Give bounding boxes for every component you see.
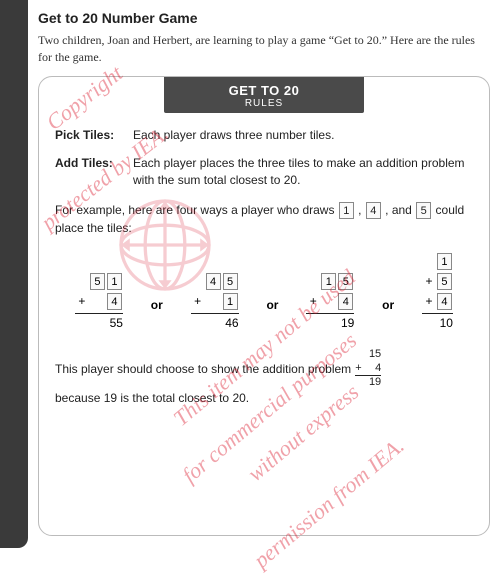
p3-bot: 4 — [338, 293, 353, 310]
p3-plus: + — [306, 294, 320, 308]
tile-1: 1 — [339, 202, 354, 219]
p1-bot: 4 — [107, 293, 122, 310]
tile-5: 5 — [416, 202, 431, 219]
or-1: or — [151, 298, 163, 330]
p2-plus: + — [191, 294, 205, 308]
ip-a: 15 — [367, 348, 381, 361]
conclusion-pre: This player should choose to show the ad… — [55, 360, 351, 378]
p1-sum: 55 — [75, 314, 123, 330]
example-sep2: , and — [385, 203, 415, 217]
rules-header-title: GET TO 20 — [164, 83, 364, 98]
or-2: or — [266, 298, 278, 330]
inline-problem: 15 +4 19 — [355, 348, 381, 389]
ip-plus: + — [355, 362, 367, 375]
problems-row: 51 +4 55 or 45 +1 46 or 15 +4 19 or — [55, 251, 473, 330]
rule-pick: Pick Tiles: Each player draws three numb… — [55, 127, 473, 144]
ip-sum: 19 — [367, 376, 381, 389]
rule-add: Add Tiles: Each player places the three … — [55, 155, 473, 189]
page-content: Get to 20 Number Game Two children, Joan… — [38, 10, 490, 536]
intro-text: Two children, Joan and Herbert, are lear… — [38, 32, 490, 66]
p1-plus: + — [75, 294, 89, 308]
p1-top-b: 1 — [107, 273, 122, 290]
rule-add-text: Each player places the three tiles to ma… — [133, 155, 473, 189]
problem-2: 45 +1 46 — [191, 271, 239, 330]
p4-plus1: + — [422, 274, 436, 288]
page-title: Get to 20 Number Game — [38, 10, 490, 26]
p4-sum: 10 — [422, 314, 453, 330]
p4-bot: 4 — [437, 293, 452, 310]
example-sep1: , — [358, 203, 365, 217]
problem-1: 51 +4 55 — [75, 271, 123, 330]
problem-4: 1 +5 +4 10 — [422, 251, 453, 330]
p1-top-a: 5 — [90, 273, 105, 290]
rules-header: GET TO 20 RULES — [164, 77, 364, 113]
rules-card: GET TO 20 RULES Pick Tiles: Each player … — [38, 76, 490, 536]
p2-top-b: 5 — [223, 273, 238, 290]
p3-sum: 19 — [306, 314, 354, 330]
p2-bot: 1 — [223, 293, 238, 310]
p3-top-b: 5 — [338, 273, 353, 290]
rule-pick-label: Pick Tiles: — [55, 127, 133, 144]
example-pre: For example, here are four ways a player… — [55, 203, 338, 217]
p4-plus2: + — [422, 294, 436, 308]
example-text: For example, here are four ways a player… — [55, 201, 473, 237]
p4-mid: 5 — [437, 273, 452, 290]
rules-header-sub: RULES — [164, 98, 364, 109]
problem-3: 15 +4 19 — [306, 271, 354, 330]
p2-sum: 46 — [191, 314, 239, 330]
tile-4: 4 — [366, 202, 381, 219]
rule-add-label: Add Tiles: — [55, 155, 133, 189]
rule-pick-text: Each player draws three number tiles. — [133, 127, 473, 144]
left-sidebar — [0, 0, 28, 548]
p3-top-a: 1 — [321, 273, 336, 290]
or-3: or — [382, 298, 394, 330]
p2-top-a: 4 — [206, 273, 221, 290]
p4-pretop: 1 — [437, 253, 452, 270]
ip-b: 4 — [367, 362, 381, 375]
conclusion: This player should choose to show the ad… — [55, 348, 473, 407]
conclusion-post: because 19 is the total closest to 20. — [55, 389, 249, 407]
